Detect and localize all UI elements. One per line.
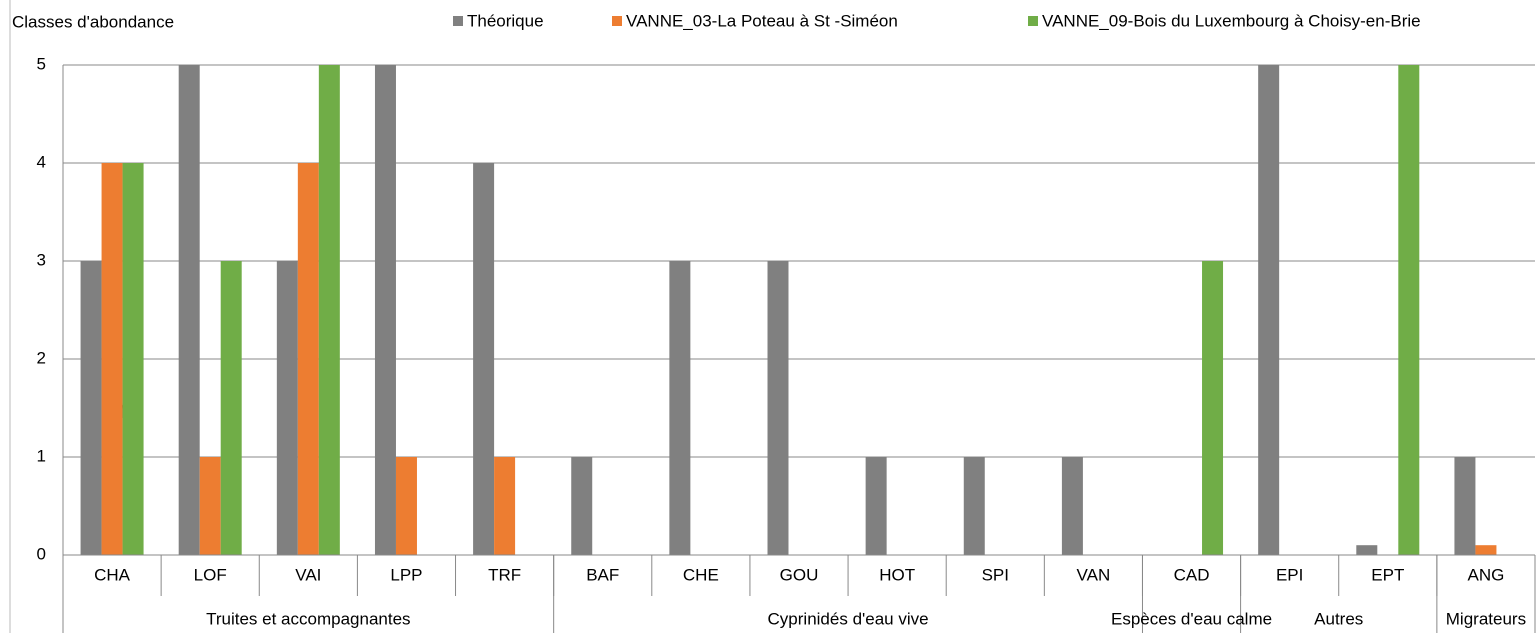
bar <box>395 457 417 555</box>
x-tick-label: HOT <box>879 565 915 584</box>
x-tick-label: GOU <box>780 565 819 584</box>
legend-label: VANNE_03-La Poteau à St -Siméon <box>626 11 898 30</box>
x-tick-label: ANG <box>1468 565 1505 584</box>
x-tick-label: SPI <box>982 565 1009 584</box>
x-tick-label: TRF <box>488 565 521 584</box>
bar <box>178 65 200 555</box>
group-label: Autres <box>1314 609 1363 628</box>
group-label: Cyprinidés d'eau vive <box>768 609 929 628</box>
legend-swatch <box>1028 16 1038 26</box>
x-tick-label: CHA <box>94 565 131 584</box>
bar <box>767 261 789 555</box>
x-tick-label: CHE <box>683 565 719 584</box>
bar <box>276 261 298 555</box>
bar <box>297 163 319 555</box>
bar <box>1202 261 1224 555</box>
x-tick-label: EPT <box>1371 565 1404 584</box>
chart-title: Classes d'abondance <box>12 12 174 31</box>
x-tick-label: LOF <box>194 565 227 584</box>
bar <box>199 457 221 555</box>
bar <box>101 163 123 555</box>
group-label: Truites et accompagnantes <box>206 609 410 628</box>
bar <box>122 163 144 555</box>
group-label: Migrateurs <box>1446 609 1526 628</box>
legend-swatch <box>453 16 463 26</box>
group-label: Espèces d'eau calme <box>1111 609 1272 628</box>
y-tick-label: 3 <box>37 250 46 269</box>
bar <box>963 457 985 555</box>
bar <box>571 457 593 555</box>
bar <box>669 261 691 555</box>
y-tick-label: 0 <box>37 544 46 563</box>
legend-label: VANNE_09-Bois du Luxembourg à Choisy-en-… <box>1042 11 1421 30</box>
bar <box>1061 457 1083 555</box>
bar <box>865 457 887 555</box>
bar <box>473 163 495 555</box>
legend-label: Théorique <box>467 11 544 30</box>
bar <box>1398 65 1420 555</box>
x-tick-label: CAD <box>1174 565 1210 584</box>
y-tick-label: 4 <box>37 152 46 171</box>
bar <box>1475 545 1497 555</box>
y-tick-label: 1 <box>37 446 46 465</box>
legend-swatch <box>612 16 622 26</box>
bar <box>220 261 242 555</box>
y-tick-label: 2 <box>37 348 46 367</box>
bar <box>80 261 102 555</box>
bar <box>374 65 396 555</box>
x-tick-label: LPP <box>390 565 422 584</box>
bar <box>1454 457 1476 555</box>
y-tick-label: 5 <box>37 54 46 73</box>
bar <box>494 457 516 555</box>
x-tick-label: EPI <box>1276 565 1303 584</box>
bar <box>318 65 340 555</box>
x-tick-label: VAI <box>295 565 321 584</box>
x-tick-label: BAF <box>586 565 619 584</box>
bar <box>1258 65 1280 555</box>
bar <box>1356 545 1378 555</box>
x-tick-label: VAN <box>1077 565 1111 584</box>
